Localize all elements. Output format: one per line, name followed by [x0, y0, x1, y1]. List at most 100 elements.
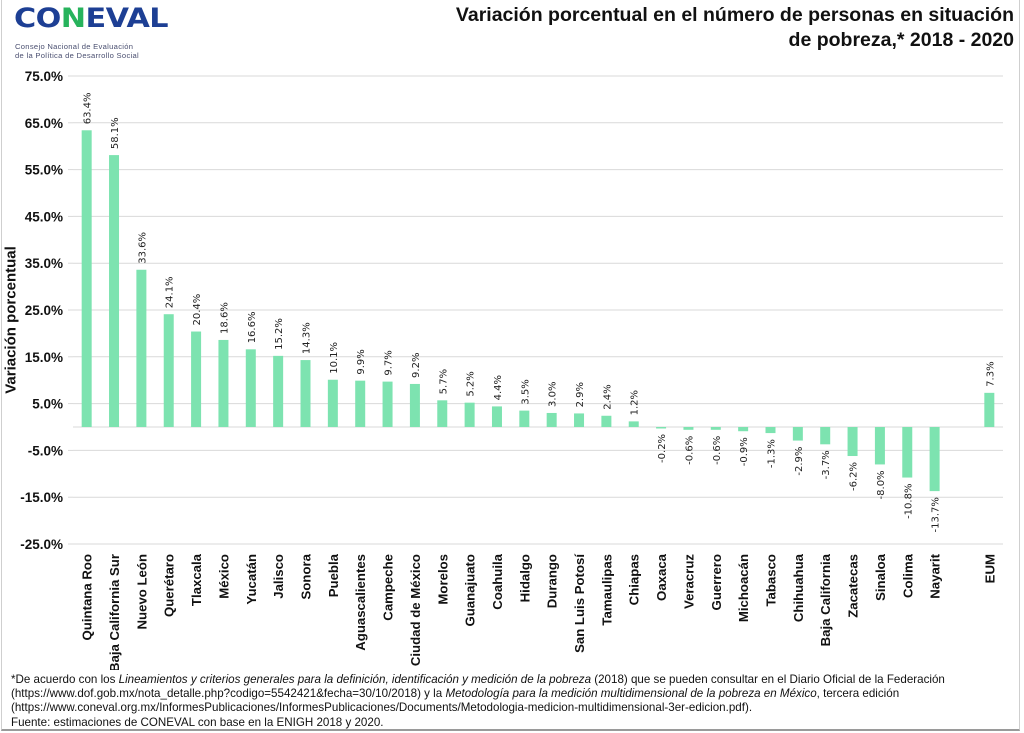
footnote-text: (2018) que se pueden consultar en el Dia… — [591, 673, 945, 686]
logo-wordmark-right: EVAL — [85, 3, 169, 34]
footnote-line3: (https://www.coneval.org.mx/InformesPubl… — [11, 701, 753, 715]
x-tick-label: Tlaxcala — [189, 553, 204, 606]
x-tick-label: Baja California — [818, 553, 833, 646]
bar — [710, 427, 721, 430]
x-tick-label: Michoacán — [736, 554, 751, 622]
data-label: 5.7% — [438, 369, 449, 394]
x-tick-label: Zacatecas — [846, 554, 861, 618]
bar — [765, 427, 776, 434]
bar — [738, 427, 749, 432]
y-tick-label: -15.0% — [20, 490, 63, 505]
bar — [792, 427, 803, 441]
bar — [191, 331, 202, 427]
data-label: -3.7% — [821, 450, 832, 479]
data-label: -6.2% — [849, 462, 860, 491]
x-tick-label: Jalisco — [271, 554, 286, 599]
bar — [601, 415, 612, 427]
footnote-dof-link: (https://www.dof.gob.mx/nota_detalle.php… — [11, 687, 446, 701]
data-label: 9.7% — [384, 350, 395, 375]
bar — [245, 349, 256, 427]
bar — [355, 380, 366, 427]
y-tick-label: 55.0% — [25, 163, 63, 178]
y-tick-label: 45.0% — [25, 209, 63, 224]
footnote-text: , tercera edición — [816, 687, 900, 701]
x-tick-label: Ciudad de México — [408, 554, 423, 666]
x-tick-label: México — [216, 554, 231, 599]
chart-title-line1: Variación porcentual en el número de per… — [455, 4, 1014, 26]
footnote-text: *De acuerdo con los — [11, 673, 119, 686]
chart-title-line2: de pobreza,* 2018 - 2020 — [788, 29, 1014, 51]
x-tick-label: Hidalgo — [517, 554, 532, 602]
y-tick-label: 65.0% — [25, 116, 63, 131]
source-note: Fuente: estimaciones de CONEVAL con base… — [11, 715, 384, 729]
chart-title: Variación porcentual en el número de per… — [374, 3, 1014, 53]
x-tick-labels: Quintana Roo Baja California Sur Nuevo Leó… — [80, 553, 998, 670]
y-tick-label: 75.0% — [25, 69, 63, 84]
bar — [546, 412, 557, 427]
x-tick-label: Campeche — [381, 554, 396, 621]
x-tick-label: Yucatán — [244, 554, 259, 605]
data-label: 16.6% — [247, 312, 258, 344]
x-tick-label: Baja California Sur — [107, 554, 122, 670]
x-tick-label: Nayarit — [928, 553, 943, 598]
data-label: -10.8% — [903, 484, 914, 519]
bars — [81, 130, 995, 492]
data-label: 9.2% — [411, 353, 422, 378]
coneval-logo: CONEVAL Consejo Nacional de Evaluación d… — [12, 3, 169, 61]
x-tick-label: EUM — [982, 554, 997, 583]
data-label: -2.9% — [794, 447, 805, 476]
x-tick-label: Guerrero — [709, 554, 724, 610]
data-label: 63.4% — [83, 93, 94, 125]
data-label: 4.4% — [493, 375, 504, 400]
logo-wordmark-left: CO — [14, 3, 61, 34]
y-tick-label: 35.0% — [25, 256, 63, 271]
y-tick-label: 15.0% — [25, 350, 63, 365]
data-label: 58.1% — [110, 117, 121, 149]
x-tick-label: Durango — [545, 554, 560, 608]
logo-wordmark-n: N — [60, 3, 86, 34]
bar-chart: 75.0% 65.0% 55.0% 45.0% 35.0% 25.0% 15.0% 5.0% -… — [20, 69, 1003, 670]
data-label: 2.9% — [575, 382, 586, 407]
bar — [683, 427, 694, 430]
bar — [574, 413, 585, 427]
x-tick-label: Nuevo León — [134, 554, 149, 629]
x-tick-label: Veracruz — [681, 554, 696, 609]
x-tick-label: Coahuila — [490, 553, 505, 609]
y-tick-label: 25.0% — [25, 303, 63, 318]
x-tick-label: Tabasco — [764, 554, 779, 607]
x-tick-label: Aguascalientes — [353, 554, 368, 651]
gridlines — [68, 75, 1003, 545]
x-tick-label: Querétaro — [162, 554, 177, 617]
data-label: 10.1% — [329, 342, 340, 374]
data-label: 3.5% — [520, 379, 531, 404]
bar — [300, 360, 311, 427]
logo-subtitle-line2: de la Política de Desarrollo Social — [15, 51, 140, 60]
data-label: 7.3% — [985, 361, 996, 386]
footnote-line1: *De acuerdo con los Lineamientos y crite… — [11, 673, 1011, 687]
data-label: 1.2% — [630, 390, 641, 415]
x-tick-label: Puebla — [326, 553, 341, 597]
y-tick-labels: 75.0% 65.0% 55.0% 45.0% 35.0% 25.0% 15.0% 5.0% -… — [20, 69, 63, 552]
bar — [984, 392, 995, 427]
x-tick-label: Sonora — [299, 553, 314, 599]
data-label: 9.9% — [356, 349, 367, 374]
x-tick-label: Chiapas — [627, 554, 642, 605]
x-tick-label: Oaxaca — [654, 553, 669, 601]
x-tick-label: San Luis Potosí — [572, 553, 587, 653]
x-tick-label: Guanajuato — [463, 554, 478, 627]
footnote: *De acuerdo con los Lineamientos y crite… — [11, 673, 1011, 730]
bar — [902, 427, 913, 478]
data-label: 14.3% — [302, 322, 313, 354]
y-tick-label: 5.0% — [32, 397, 63, 412]
bar — [327, 379, 338, 427]
data-labels: 63.4% 58.1% 33.6% 24.1% 20.4% 18.6% 16.6% 15.2%… — [83, 93, 997, 533]
footnote-italic-title: Lineamientos y criterios generales para … — [118, 673, 592, 686]
footnote-line2: (https://www.dof.gob.mx/nota_detalle.php… — [11, 687, 1011, 701]
bar — [628, 421, 639, 427]
bar — [874, 427, 885, 465]
bar — [464, 402, 475, 427]
bar — [136, 269, 147, 427]
y-tick-label: -5.0% — [28, 443, 63, 458]
bar — [382, 381, 393, 427]
